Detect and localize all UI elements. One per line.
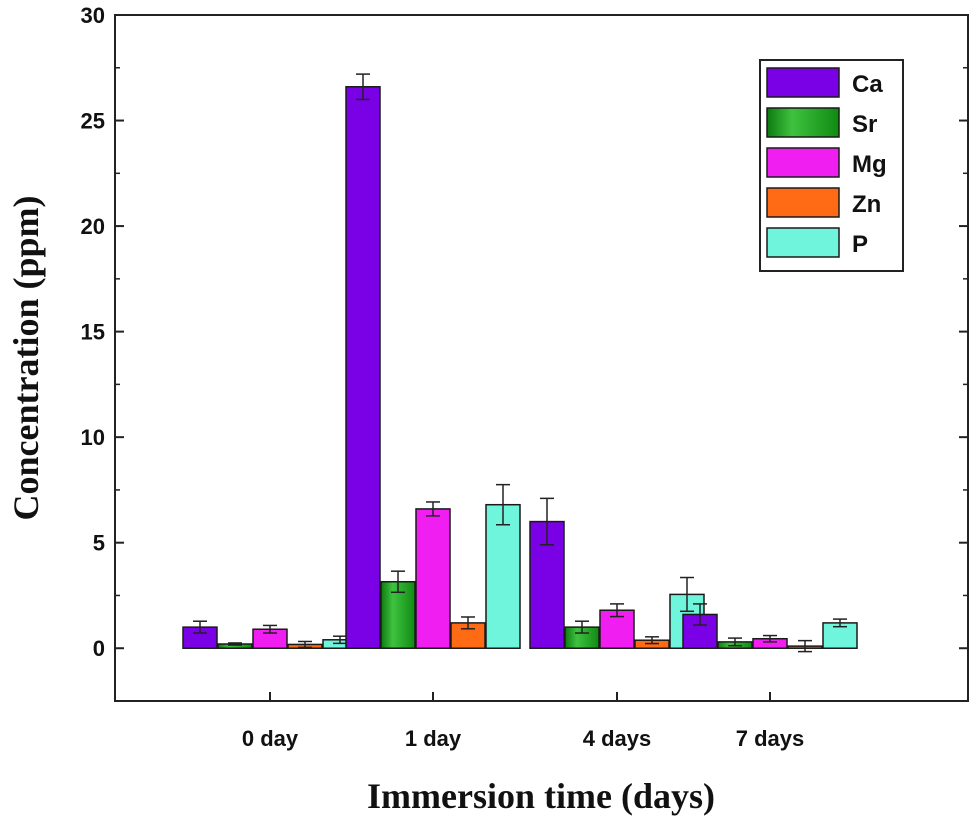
x-tick-label: 0 day xyxy=(242,726,299,751)
bar-p xyxy=(485,503,521,649)
y-tick-label: 10 xyxy=(81,425,105,450)
legend-swatch-p xyxy=(766,227,840,258)
y-tick-label: 15 xyxy=(81,320,105,345)
y-tick-label: 20 xyxy=(81,214,105,239)
y-tick-label: 25 xyxy=(81,109,105,134)
y-axis-title: Concentration (ppm) xyxy=(6,196,46,521)
bar-ca xyxy=(345,86,381,649)
legend-label-zn: Zn xyxy=(852,191,881,218)
legend-label-mg: Mg xyxy=(852,151,887,178)
x-axis-title: Immersion time (days) xyxy=(367,776,715,816)
x-tick-label: 4 days xyxy=(583,726,652,751)
x-axis: 0 day 1 day 4 days 7 days xyxy=(242,692,804,751)
y-axis: 0 5 10 15 20 25 30 xyxy=(81,3,968,661)
legend-swatch-zn xyxy=(766,187,840,218)
bar-series-group xyxy=(182,73,858,653)
x-tick-label: 7 days xyxy=(736,726,805,751)
x-tick-label: 1 day xyxy=(405,726,462,751)
y-tick-label: 5 xyxy=(93,531,105,556)
legend: Ca Sr Mg Zn P xyxy=(759,59,904,272)
legend-swatch-ca xyxy=(766,67,840,98)
bar-mg xyxy=(415,508,451,649)
plot-frame xyxy=(114,14,969,702)
legend-label-sr: Sr xyxy=(852,111,877,138)
y-tick-label: 30 xyxy=(81,3,105,28)
legend-label-p: P xyxy=(852,231,868,258)
y-tick-label: 0 xyxy=(93,636,105,661)
legend-swatch-sr xyxy=(766,107,840,138)
legend-label-ca: Ca xyxy=(852,71,883,98)
legend-swatch-mg xyxy=(766,147,840,178)
